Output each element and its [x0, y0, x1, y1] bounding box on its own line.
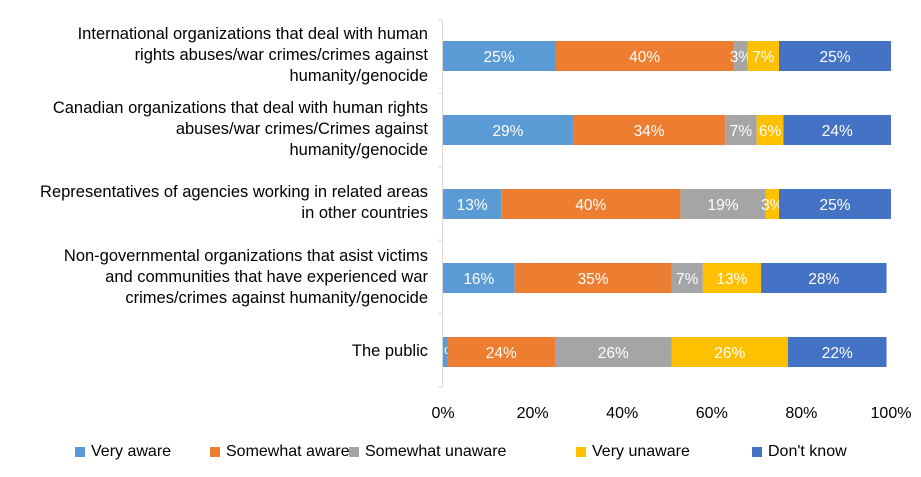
category-label: International organizations that deal wi…	[0, 24, 428, 87]
data-label: 40%	[575, 197, 606, 214]
bar-segment	[443, 41, 555, 71]
data-label: 25%	[819, 49, 850, 66]
data-label: 7%	[752, 49, 775, 66]
data-label: 40%	[629, 49, 660, 66]
category-label: Non-governmental organizations that asis…	[0, 246, 428, 309]
data-label: 13%	[457, 197, 488, 214]
data-label: 13%	[716, 271, 747, 288]
bar-segment	[725, 115, 757, 145]
bar-segment	[779, 41, 891, 71]
bars-layer: 25% 40% 3% 7% 25%29% 34% 7% 6% 24%13% 40% 19% 3% 25%…	[443, 41, 891, 367]
bar-segment	[443, 263, 515, 293]
bar-segment	[783, 115, 891, 145]
x-tick-label: 100%	[871, 405, 912, 422]
category-label-line: Representatives of agencies working in r…	[40, 183, 428, 201]
bar-segment	[702, 263, 762, 293]
bar-segment	[787, 337, 887, 367]
category-label-line: humanity/genocide	[289, 140, 428, 159]
x-tick-label: 80%	[785, 405, 817, 422]
data-label: 3%	[761, 197, 784, 214]
data-label: 35%	[578, 271, 609, 288]
category-label-line: The public	[351, 341, 428, 360]
bar-segment	[447, 337, 555, 367]
legend-item: Somewhat aware	[210, 443, 350, 461]
bar-segment	[555, 41, 735, 71]
legend-item: Don't know	[752, 443, 847, 461]
bar-segment	[443, 115, 573, 145]
legend-swatch	[576, 447, 586, 457]
legend-swatch	[752, 447, 762, 457]
category-label: Canadian organizations that deal with hu…	[0, 98, 428, 161]
data-label: 29%	[492, 123, 523, 140]
data-label: 24%	[822, 123, 853, 140]
category-label: The public	[0, 341, 428, 362]
x-tick-label: 20%	[517, 405, 549, 422]
data-label: 34%	[634, 123, 665, 140]
legend-label: Somewhat aware	[226, 443, 350, 460]
bar-segment	[514, 263, 672, 293]
legend-label: Very aware	[91, 443, 172, 460]
category-label-line: International organizations that deal wi…	[77, 24, 428, 43]
data-label: 6%	[759, 123, 782, 140]
bar-segment	[572, 115, 726, 145]
data-label: 7%	[730, 123, 753, 140]
bar-segment	[765, 189, 779, 219]
category-label-line: in other countries	[301, 204, 428, 222]
bar-segment	[680, 189, 766, 219]
x-tick-label: 40%	[606, 405, 638, 422]
legend-item: Somewhat unaware	[349, 443, 506, 461]
x-tick-label: 0%	[431, 405, 454, 422]
legend-label: Somewhat unaware	[365, 443, 507, 460]
legend-label: Don't know	[768, 443, 847, 460]
data-label: 24%	[486, 345, 517, 362]
bar-segment	[671, 263, 703, 293]
bar-segment	[443, 189, 502, 219]
legend-item: Very unaware	[576, 443, 690, 461]
data-label: 22%	[822, 345, 853, 362]
legend: Very aware Somewhat aware Somewhat unaware…	[0, 443, 921, 465]
data-label: 7%	[676, 271, 699, 288]
bar-segment	[747, 41, 779, 71]
data-label: 26%	[598, 345, 629, 362]
bar-segment	[443, 337, 448, 367]
category-label-line: humanity/genocide	[289, 66, 428, 85]
category-label-line: Canadian organizations that deal with hu…	[52, 98, 428, 117]
legend-item: Very aware	[75, 443, 171, 461]
legend-swatch	[210, 447, 220, 457]
legend-swatch	[349, 447, 359, 457]
bar-segment	[756, 115, 784, 145]
category-label-line: Non-governmental organizations that asis…	[63, 246, 428, 265]
bar-segment	[501, 189, 681, 219]
category-label-line: and communities that have experienced wa…	[105, 267, 428, 286]
data-label: 26%	[714, 345, 745, 362]
bar-segment	[671, 337, 788, 367]
data-label: 25%	[819, 197, 850, 214]
bar-segment	[779, 189, 891, 219]
category-label-line: abuses/war crimes/Crimes against	[175, 119, 428, 138]
data-label: 3%	[730, 49, 753, 66]
bar-segment	[555, 337, 672, 367]
x-tick-labels: 0% 20% 40% 60% 80% 100%	[431, 405, 911, 422]
bar-segment	[761, 263, 887, 293]
data-label: 19%	[707, 197, 738, 214]
data-label: 25%	[483, 49, 514, 66]
bar-segment	[734, 41, 748, 71]
category-label-line: crimes/crimes against humanity/genocide	[125, 288, 428, 307]
axis-layer	[438, 19, 443, 388]
legend-label: Very unaware	[592, 443, 690, 460]
category-label: Representatives of agencies working in r…	[0, 182, 428, 224]
x-tick-label: 60%	[696, 405, 728, 422]
data-label: 28%	[808, 271, 839, 288]
category-label-line: rights abuses/war crimes/crimes against	[134, 45, 428, 64]
legend-swatch	[75, 447, 85, 457]
data-label: 16%	[463, 271, 494, 288]
